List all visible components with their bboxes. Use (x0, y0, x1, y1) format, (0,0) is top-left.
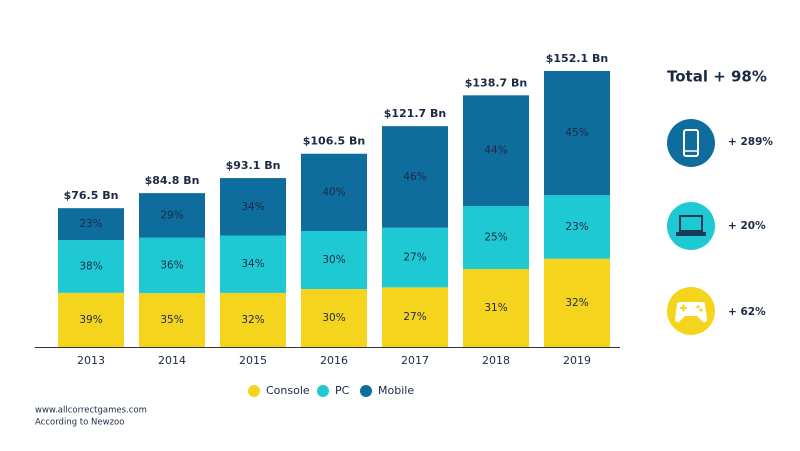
segment-label: 31% (484, 302, 507, 314)
laptop-icon (667, 202, 715, 250)
growth-label: + 289% (728, 136, 773, 148)
bar-segment (463, 268, 529, 347)
segment-label: 32% (241, 314, 264, 326)
legend-swatch (360, 385, 372, 397)
segment-label: 40% (322, 186, 345, 198)
bar-segment (544, 258, 610, 347)
segment-label: 27% (403, 252, 426, 264)
icon-circle (667, 202, 715, 250)
segment-label: 30% (322, 254, 345, 266)
legend-label: PC (335, 384, 350, 397)
segment-label: 39% (79, 314, 102, 326)
legend-swatch (317, 385, 329, 397)
segment-label: 38% (79, 260, 102, 272)
bar-segment (544, 71, 610, 196)
x-tick-label: 2015 (239, 354, 267, 367)
bar-segment (301, 231, 367, 290)
bar-segment (58, 208, 124, 241)
bar-segment (301, 289, 367, 347)
segment-label: 34% (241, 201, 264, 213)
total-label: $93.1 Bn (226, 159, 281, 172)
segment-label: 25% (484, 232, 507, 244)
bar-segment (58, 292, 124, 347)
bar-segment (544, 195, 610, 259)
bar-segment (139, 237, 205, 294)
segment-label: 29% (160, 209, 183, 221)
growth-label: + 62% (728, 306, 766, 318)
x-tick-label: 2016 (320, 354, 348, 367)
segment-label: 32% (565, 297, 588, 309)
summary-title: Total + 98% (667, 68, 767, 86)
segment-label: 34% (241, 258, 264, 270)
bar-segment (139, 193, 205, 238)
bar-segment (220, 178, 286, 236)
total-label: $106.5 Bn (303, 135, 366, 148)
gamepad-icon (667, 287, 715, 335)
bar-segment (382, 227, 448, 288)
bar-segment (220, 235, 286, 293)
total-label: $76.5 Bn (64, 189, 119, 202)
bar-segment (463, 95, 529, 207)
legend-label: Console (266, 384, 310, 397)
bar-segment (139, 293, 205, 347)
segment-label: 46% (403, 171, 426, 183)
legend-swatch (248, 385, 260, 397)
x-tick-label: 2014 (158, 354, 186, 367)
x-tick-label: 2019 (563, 354, 591, 367)
segment-label: 45% (565, 127, 588, 139)
growth-label: + 20% (728, 220, 766, 232)
icon-circle (667, 119, 715, 167)
bar-segment (58, 240, 124, 293)
total-label: $84.8 Bn (145, 174, 200, 187)
legend-label: Mobile (378, 384, 414, 397)
bar-segment (220, 292, 286, 347)
x-tick-label: 2013 (77, 354, 105, 367)
segment-label: 30% (322, 312, 345, 324)
x-tick-label: 2018 (482, 354, 510, 367)
segment-label: 35% (160, 314, 183, 326)
total-label: $121.7 Bn (384, 107, 447, 120)
phone-icon (667, 119, 715, 167)
x-tick-label: 2017 (401, 354, 429, 367)
icons (667, 119, 715, 335)
bar-segment (382, 287, 448, 347)
segment-label: 36% (160, 259, 183, 271)
segment-label: 44% (484, 145, 507, 157)
total-label: $138.7 Bn (465, 76, 528, 89)
source: According to Newzoo (35, 418, 124, 428)
segment-label: 23% (565, 221, 588, 233)
bar-segment (463, 206, 529, 269)
source: www.allcorrectgames.com (35, 406, 147, 416)
bar-segment (301, 153, 367, 232)
bar-segment (382, 126, 448, 228)
total-label: $152.1 Bn (546, 52, 609, 65)
segment-label: 27% (403, 311, 426, 323)
segment-label: 23% (79, 218, 102, 230)
